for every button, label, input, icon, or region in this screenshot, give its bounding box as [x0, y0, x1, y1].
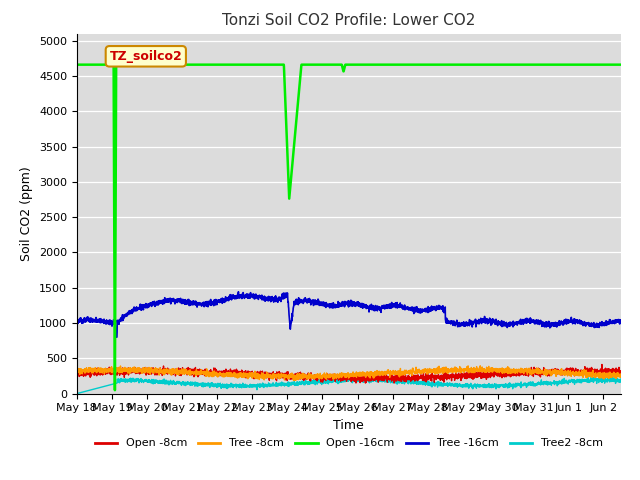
Text: TZ_soilco2: TZ_soilco2 — [109, 50, 182, 63]
Y-axis label: Soil CO2 (ppm): Soil CO2 (ppm) — [20, 166, 33, 261]
X-axis label: Time: Time — [333, 419, 364, 432]
Legend: Open -8cm, Tree -8cm, Open -16cm, Tree -16cm, Tree2 -8cm: Open -8cm, Tree -8cm, Open -16cm, Tree -… — [90, 434, 607, 453]
Title: Tonzi Soil CO2 Profile: Lower CO2: Tonzi Soil CO2 Profile: Lower CO2 — [222, 13, 476, 28]
